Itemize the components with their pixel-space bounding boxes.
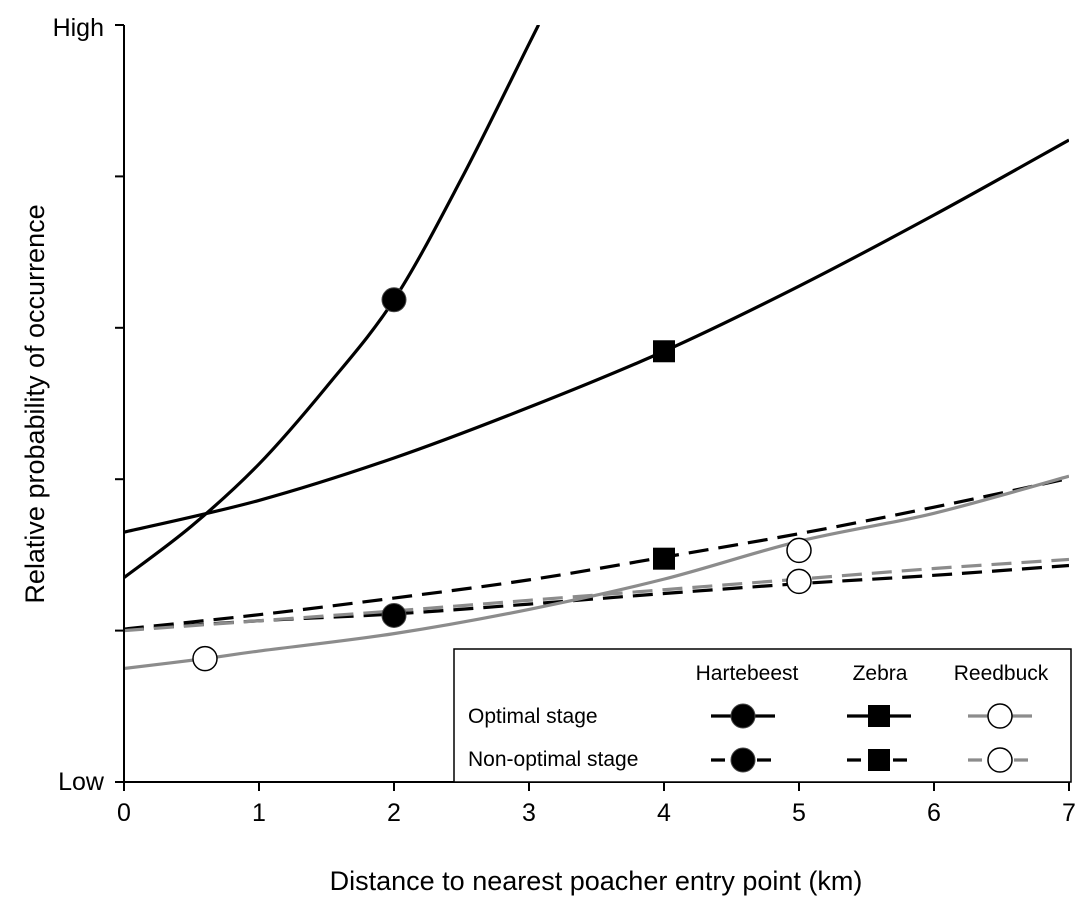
- x-tick-label: 5: [792, 799, 806, 827]
- legend-marker-hartebeest-non-optimal-stage: [730, 747, 756, 773]
- series-line-hartebeest-optimal-stage: [124, 25, 540, 579]
- x-tick-labels: 0 1 2 3 4 5 6 7: [117, 799, 1076, 827]
- x-tick-label: 3: [522, 799, 536, 827]
- marker-reedbuck-non-optimal-stage: [786, 568, 812, 595]
- legend: Hartebeest Zebra Reedbuck Optimal stage …: [453, 648, 1072, 783]
- x-tick-label: 6: [927, 799, 941, 827]
- legend-marker-zebra-optimal-stage: [868, 705, 890, 727]
- legend-header-hartebeest: Hartebeest: [696, 662, 799, 685]
- series-line-zebra-non-optimal-stage: [124, 476, 1069, 631]
- x-tick-label: 2: [387, 799, 401, 827]
- y-tick-label-high: High: [53, 14, 104, 42]
- series-line-reedbuck-optimal-stage: [124, 474, 1069, 671]
- y-axis-title: Relative probability of occurrence: [20, 204, 50, 603]
- plot-markers: [192, 287, 812, 672]
- series-line-hartebeest-non-optimal-stage: [124, 563, 1069, 632]
- x-axis-title: Distance to nearest poacher entry point …: [330, 866, 863, 896]
- marker-zebra-optimal-stage: [653, 340, 675, 363]
- series-line-reedbuck-non-optimal-stage: [124, 557, 1069, 633]
- legend-marker-zebra-non-optimal-stage: [868, 749, 890, 771]
- legend-marker-reedbuck-non-optimal-stage: [987, 747, 1013, 773]
- legend-header-reedbuck: Reedbuck: [954, 662, 1049, 685]
- legend-marker-reedbuck-optimal-stage: [987, 703, 1013, 729]
- legend-row-non-optimal: Non-optimal stage: [468, 748, 638, 771]
- marker-reedbuck-optimal-stage: [786, 537, 812, 564]
- legend-row-optimal: Optimal stage: [468, 705, 598, 728]
- marker-hartebeest-optimal-stage: [381, 287, 407, 313]
- marker-hartebeest-non-optimal-stage: [381, 602, 407, 628]
- x-tick-label: 1: [252, 799, 266, 827]
- legend-glyphs: [711, 703, 1032, 773]
- plot-lines: [124, 25, 1069, 671]
- series-line-zebra-optimal-stage: [124, 138, 1069, 534]
- x-tick-label: 4: [657, 799, 671, 827]
- x-tick-label: 0: [117, 799, 131, 827]
- legend-marker-hartebeest-optimal-stage: [730, 703, 756, 729]
- marker-zebra-non-optimal-stage: [653, 547, 675, 570]
- marker-reedbuck-optimal-stage-extra-0: [192, 645, 218, 672]
- legend-header-zebra: Zebra: [853, 662, 908, 685]
- y-tick-label-low: Low: [58, 768, 105, 796]
- x-tick-label: 7: [1062, 799, 1076, 827]
